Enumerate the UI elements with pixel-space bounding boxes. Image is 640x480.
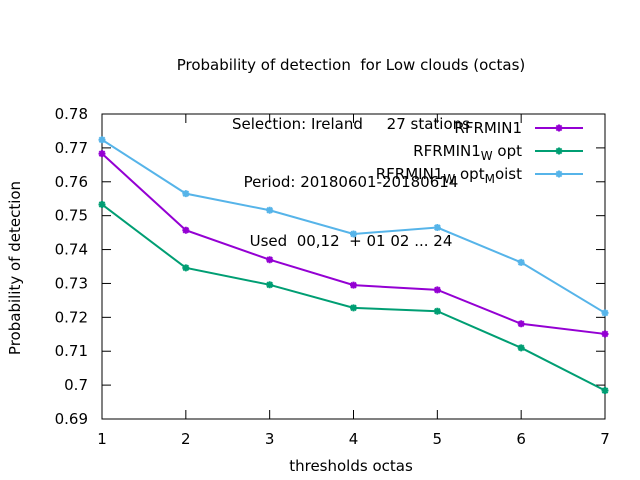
- legend-label-text: opt: [493, 142, 522, 160]
- data-point: [350, 304, 357, 312]
- y-tick-label: 0.75: [55, 207, 88, 225]
- series-layer: [98, 136, 609, 395]
- x-tick-label: 7: [600, 430, 610, 448]
- data-point: [98, 200, 106, 208]
- legend-entry-1: RFRMIN1: [454, 119, 583, 137]
- legend-label-text: RFRMIN1: [413, 142, 481, 160]
- axes: 0.69 0.7 0.71 0.72 0.73 0.74 0.75 0.76 0.77 0.78 1…: [55, 105, 610, 448]
- legend-label: RFRMIN1: [454, 119, 522, 137]
- y-tick-label: 0.69: [55, 410, 88, 428]
- data-point: [266, 206, 274, 214]
- legend-label: RFRMIN1W optMoist: [376, 165, 522, 186]
- data-point: [601, 309, 609, 317]
- legend-marker: [555, 170, 563, 178]
- y-tick-label: 0.78: [55, 105, 88, 123]
- x-tick-label: 1: [97, 430, 107, 448]
- legend-label-text: RFRMIN1: [454, 119, 522, 137]
- y-tick-label: 0.72: [55, 308, 88, 326]
- data-point: [517, 258, 525, 266]
- y-tick-label: 0.76: [55, 173, 88, 191]
- data-point: [517, 320, 525, 328]
- legend-entry-3: RFRMIN1W optMoist: [376, 165, 583, 186]
- title-line-3: Period: 20180601-20180614: [243, 173, 459, 191]
- data-point: [601, 387, 609, 395]
- legend-label-subscript: W: [481, 149, 493, 163]
- series-3: [98, 136, 609, 317]
- legend-marker: [555, 147, 563, 155]
- data-point: [433, 224, 441, 232]
- legend-label-text: oist: [495, 165, 522, 183]
- data-point: [182, 226, 190, 234]
- data-point: [98, 150, 106, 158]
- series-1: [98, 150, 609, 338]
- data-point: [433, 286, 441, 294]
- legend-marker: [555, 124, 563, 132]
- x-tick-label: 4: [349, 430, 359, 448]
- y-axis-label: Probability of detection: [6, 181, 24, 355]
- data-point: [433, 307, 441, 315]
- y-tick-label: 0.74: [55, 241, 88, 259]
- chart-title: Probability of detection for Low clouds …: [0, 17, 640, 271]
- series-2: [98, 200, 609, 395]
- legend-entry-2: RFRMIN1W opt: [413, 142, 583, 163]
- data-point: [182, 190, 190, 198]
- data-point: [517, 344, 525, 352]
- y-tick-label: 0.77: [55, 139, 88, 157]
- data-point: [266, 281, 274, 289]
- legend-label: RFRMIN1W opt: [413, 142, 522, 163]
- data-point: [601, 330, 609, 338]
- x-tick-label: 3: [265, 430, 275, 448]
- data-point: [350, 230, 357, 238]
- y-tick-label: 0.73: [55, 274, 88, 292]
- x-tick-label: 6: [516, 430, 526, 448]
- data-point: [350, 281, 357, 289]
- title-line-2: Selection: Ireland 27 stations: [232, 114, 470, 133]
- title-line-4: Used 00,12 + 01 02 ... 24: [249, 231, 453, 250]
- legend-label-subscript: M: [485, 172, 495, 186]
- data-point: [98, 136, 106, 144]
- x-axis-label: thresholds octas: [289, 457, 413, 475]
- data-point: [266, 256, 274, 264]
- x-tick-label: 2: [181, 430, 191, 448]
- data-point: [182, 264, 190, 272]
- x-tick-label: 5: [433, 430, 443, 448]
- title-line-1: Probability of detection for Low clouds …: [176, 56, 526, 74]
- legend-label-text: RFRMIN1: [376, 165, 444, 183]
- y-tick-label: 0.7: [64, 376, 88, 394]
- y-tick-label: 0.71: [55, 342, 88, 360]
- legend-label-subscript: W: [443, 172, 455, 186]
- legend-label-text: opt: [455, 165, 484, 183]
